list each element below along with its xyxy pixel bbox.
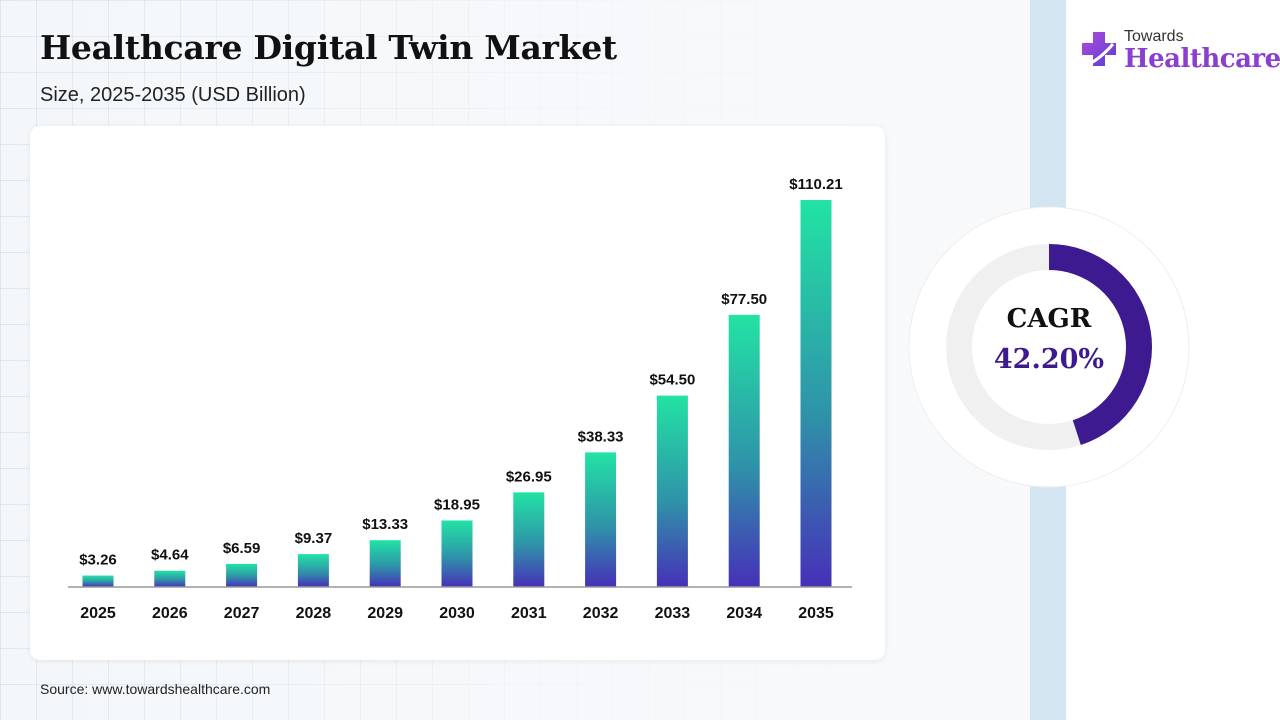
value-label-2034: $77.50	[721, 291, 767, 308]
bar-2035	[800, 200, 832, 587]
logo-text-healthcare: Healthcare	[1124, 44, 1280, 74]
cagr-gauge: CAGR 42.20%	[906, 204, 1192, 490]
bar-chart: $3.26 2025 $4.64 2026 $6.59 2027 $9.37 2028 $13.…	[68, 176, 852, 622]
bar-2029	[369, 540, 401, 587]
value-label-2032: $38.33	[578, 428, 624, 445]
bar-2034	[728, 314, 760, 587]
bar-2025	[82, 575, 114, 587]
page-title: Healthcare Digital Twin Market	[40, 28, 617, 67]
bar-2027	[226, 563, 258, 587]
cagr-arc	[1048, 244, 1152, 445]
source-note: Source: www.towardshealthcare.com	[40, 681, 271, 697]
bar-2028	[297, 554, 329, 587]
bar-2030	[441, 520, 473, 587]
logo-text-towards: Towards	[1124, 28, 1184, 45]
cagr-label: CAGR	[1006, 304, 1092, 334]
value-label-2025: $3.26	[79, 552, 117, 569]
cagr-ring	[908, 206, 1190, 488]
bar-2026	[154, 570, 186, 587]
bar-2032	[585, 452, 617, 587]
x-tick-2034: 2034	[726, 605, 762, 622]
bar-2031	[513, 492, 545, 587]
x-tick-2030: 2030	[439, 605, 475, 622]
x-tick-2028: 2028	[296, 605, 332, 622]
medical-cross-icon	[1082, 32, 1116, 66]
value-label-2033: $54.50	[649, 372, 695, 389]
value-label-2027: $6.59	[223, 540, 261, 557]
brand-logo: Towards Healthcare	[1080, 28, 1280, 78]
x-tick-2031: 2031	[511, 605, 547, 622]
value-label-2028: $9.37	[295, 530, 333, 547]
x-tick-2026: 2026	[152, 605, 188, 622]
value-label-2029: $13.33	[362, 516, 408, 533]
x-tick-2027: 2027	[224, 605, 260, 622]
x-tick-2029: 2029	[367, 605, 403, 622]
value-label-2031: $26.95	[506, 468, 552, 485]
x-tick-2033: 2033	[655, 605, 691, 622]
page-subtitle: Size, 2025-2035 (USD Billion)	[40, 84, 306, 106]
value-label-2026: $4.64	[151, 547, 189, 564]
value-label-2035: $110.21	[789, 176, 842, 193]
bar-2033	[656, 395, 688, 587]
x-tick-2035: 2035	[798, 605, 834, 622]
x-tick-2025: 2025	[80, 605, 116, 622]
chart-card: $3.26 2025 $4.64 2026 $6.59 2027 $9.37 2028 $13.…	[30, 126, 885, 660]
value-label-2030: $18.95	[434, 496, 480, 513]
x-tick-2032: 2032	[583, 605, 619, 622]
cagr-value: 42.20%	[993, 344, 1105, 375]
